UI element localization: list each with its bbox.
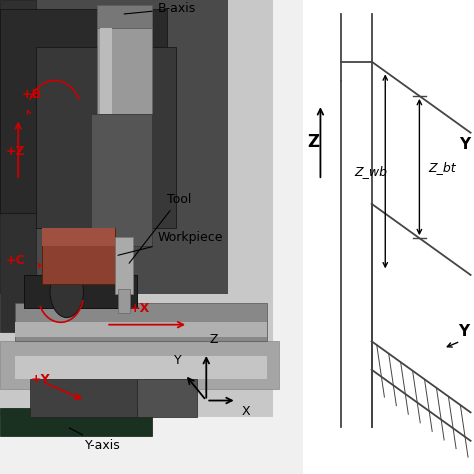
- Text: Y: Y: [458, 324, 469, 339]
- Polygon shape: [36, 47, 176, 228]
- Polygon shape: [0, 0, 303, 474]
- Text: +Y: +Y: [30, 373, 50, 386]
- Text: +X: +X: [129, 302, 150, 315]
- Polygon shape: [24, 275, 137, 308]
- Text: Z_bt: Z_bt: [428, 161, 456, 173]
- Text: +B: +B: [21, 88, 41, 101]
- Polygon shape: [30, 379, 137, 417]
- Circle shape: [50, 265, 83, 318]
- Polygon shape: [0, 9, 167, 213]
- Text: Z_wb: Z_wb: [355, 165, 388, 178]
- Polygon shape: [43, 228, 115, 284]
- Text: Y: Y: [174, 355, 182, 367]
- Text: Z: Z: [210, 333, 218, 346]
- Polygon shape: [0, 0, 273, 417]
- Polygon shape: [0, 408, 152, 436]
- Polygon shape: [0, 0, 228, 294]
- Polygon shape: [137, 379, 197, 417]
- Text: Workpiece: Workpiece: [118, 230, 223, 255]
- Text: +Z: +Z: [6, 145, 26, 158]
- Polygon shape: [97, 5, 152, 28]
- Text: B-axis: B-axis: [124, 2, 196, 15]
- Polygon shape: [91, 114, 152, 246]
- Polygon shape: [118, 289, 130, 313]
- Polygon shape: [0, 0, 36, 332]
- Polygon shape: [0, 341, 279, 389]
- Text: Y-axis: Y-axis: [69, 428, 121, 452]
- Polygon shape: [15, 303, 267, 341]
- Text: Z: Z: [308, 133, 319, 151]
- Polygon shape: [15, 322, 267, 337]
- Polygon shape: [97, 5, 152, 114]
- Text: +C: +C: [6, 254, 26, 267]
- Text: Y: Y: [459, 137, 471, 153]
- Polygon shape: [115, 237, 134, 294]
- Polygon shape: [15, 356, 267, 379]
- Polygon shape: [100, 28, 112, 114]
- Text: Tool: Tool: [129, 192, 191, 263]
- Text: X: X: [241, 405, 250, 418]
- Polygon shape: [43, 228, 115, 246]
